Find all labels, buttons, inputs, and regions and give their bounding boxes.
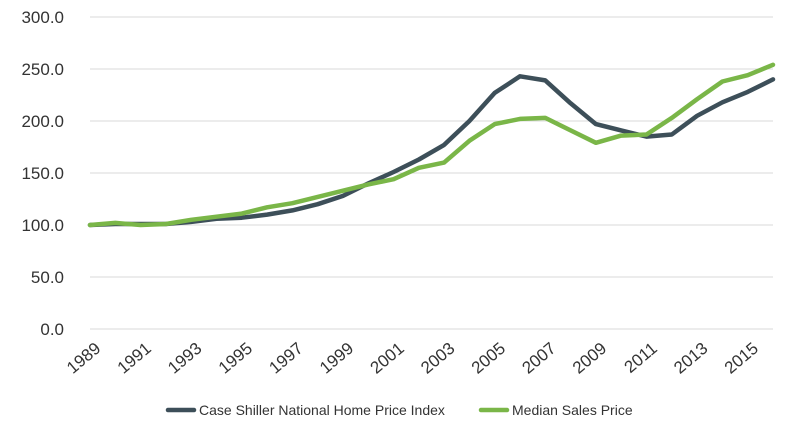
series-lines (87, 62, 776, 228)
x-tick-label: 1995 (215, 339, 256, 378)
y-tick-label: 100.0 (21, 216, 64, 235)
legend: Case Shiller National Home Price Index Me… (165, 402, 633, 418)
x-tick-label: 1989 (63, 339, 104, 378)
gridlines (90, 16, 773, 330)
x-tick-label: 2003 (417, 339, 458, 378)
x-tick-label: 2007 (518, 339, 559, 378)
x-tick-label: 2015 (721, 339, 762, 378)
x-axis-tick-labels: 1989 1991 1993 1995 1997 1999 2001 2003 2005 2007… (63, 339, 762, 378)
legend-label: Median Sales Price (512, 402, 633, 418)
series-line-1 (87, 62, 776, 228)
y-tick-label: 300.0 (21, 8, 64, 27)
y-axis-tick-labels: 0.0 50.0 100.0 150.0 200.0 250.0 300.0 (21, 8, 64, 339)
y-tick-label: 200.0 (21, 112, 64, 131)
y-tick-label: 150.0 (21, 164, 64, 183)
y-tick-label: 0.0 (40, 320, 64, 339)
series-line-0 (87, 74, 776, 228)
x-tick-label: 1993 (164, 339, 205, 378)
y-tick-label: 50.0 (31, 268, 64, 287)
x-tick-label: 1997 (265, 339, 306, 378)
x-tick-label: 2001 (367, 339, 408, 378)
x-tick-label: 2005 (468, 339, 509, 378)
legend-label: Case Shiller National Home Price Index (199, 402, 445, 418)
y-tick-label: 250.0 (21, 60, 64, 79)
x-tick-label: 2009 (569, 339, 610, 378)
x-tick-label: 1999 (316, 339, 357, 378)
x-tick-label: 2011 (621, 339, 661, 377)
x-tick-label: 1991 (114, 339, 155, 378)
x-tick-label: 2013 (670, 339, 711, 378)
